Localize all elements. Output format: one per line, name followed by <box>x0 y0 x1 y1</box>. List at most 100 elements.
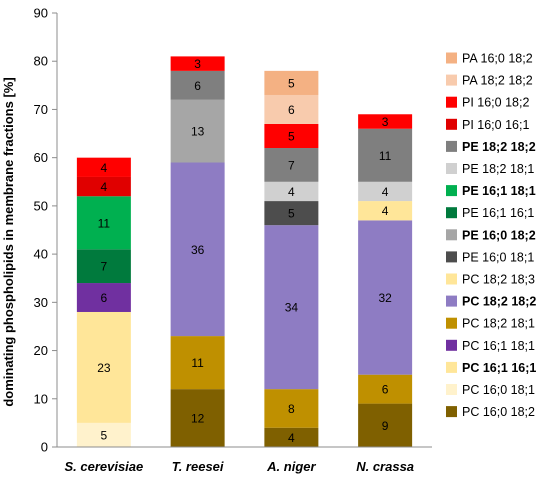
segment-value-label: 6 <box>101 291 108 305</box>
x-axis: S. cerevisiae T. reesei A. niger N. crassa <box>57 446 432 474</box>
bar-segment <box>358 374 413 404</box>
bar-segment <box>76 311 131 423</box>
legend-swatch <box>446 251 457 263</box>
segment-value-label: 4 <box>382 185 389 199</box>
bar-segment <box>76 422 131 447</box>
bar-segment <box>264 70 319 95</box>
legend-swatch <box>446 118 457 130</box>
legend-entry-label: PE 16;0 18;2 <box>462 228 536 242</box>
legend-swatch <box>446 361 457 373</box>
x-category-label: N. crassa <box>356 459 414 474</box>
y-axis-label: dominating phospholipids in membrane fra… <box>1 77 16 406</box>
y-tick-label: 80 <box>34 54 48 69</box>
legend-entry-label: PE 16;1 18;1 <box>462 184 536 198</box>
legend-entry-label: PI 16;0 16;1 <box>462 118 529 132</box>
x-category-label: S. cerevisiae <box>64 459 143 474</box>
y-tick-label: 20 <box>34 343 48 358</box>
segment-value-label: 7 <box>288 158 295 172</box>
bar-segment <box>264 427 319 447</box>
y-tick-label: 70 <box>34 102 48 117</box>
segment-value-label: 6 <box>382 383 389 397</box>
legend-swatch <box>446 339 457 351</box>
bar-segment <box>170 162 225 337</box>
bar-segment <box>358 403 413 447</box>
legend-entry-label: PC 18;2 18;3 <box>462 273 535 287</box>
legend-swatch <box>446 273 457 285</box>
legend-entry-label: PE 18;2 18;1 <box>462 162 534 176</box>
legend-swatch <box>446 74 457 86</box>
bar-segment <box>170 70 225 100</box>
legend-swatch <box>446 52 457 64</box>
legend-entry-label: PE 16;1 16;1 <box>462 206 534 220</box>
bar-segment <box>358 181 413 202</box>
bar-segment <box>264 389 319 428</box>
y-tick-label: 30 <box>34 295 48 310</box>
segment-value-label: 3 <box>382 115 389 129</box>
y-tick-label: 90 <box>34 6 48 21</box>
segment-value-label: 9 <box>382 419 389 433</box>
segment-value-label: 5 <box>101 428 108 442</box>
legend-entry-label: PE 18;2 18;2 <box>462 140 536 154</box>
bar-segment <box>264 201 319 226</box>
x-category-label: T. reesei <box>172 459 224 474</box>
segment-value-label: 11 <box>98 216 111 230</box>
bar-segment <box>264 94 319 124</box>
segment-value-label: 11 <box>379 149 392 163</box>
segment-value-label: 7 <box>101 260 108 274</box>
legend-entry-label: PC 16;1 16;1 <box>462 361 536 375</box>
bar-segment <box>170 336 225 390</box>
legend-swatch <box>446 317 457 329</box>
segment-value-label: 5 <box>288 129 295 143</box>
segment-value-label: 32 <box>378 291 392 305</box>
bar-segment <box>264 225 319 390</box>
bar-segment <box>76 176 131 197</box>
bar-segment <box>264 123 319 149</box>
y-tick-label: 40 <box>34 247 48 262</box>
legend-entry-label: PA 18;2 18;2 <box>462 74 533 88</box>
bar-segment <box>264 181 319 202</box>
legend-entry-label: PC 18;2 18;2 <box>462 295 536 309</box>
bar-segment <box>264 148 319 182</box>
bar-segment <box>358 220 413 375</box>
legend-entry-label: PC 16;1 18;1 <box>462 339 535 353</box>
x-category-label: A. niger <box>266 459 316 474</box>
legend-swatch <box>446 384 457 395</box>
legend-swatch <box>446 96 457 108</box>
y-tick-label: 10 <box>34 391 48 406</box>
segment-value-label: 4 <box>382 204 389 218</box>
legend-entry-label: PI 16;0 18;2 <box>462 96 529 110</box>
segment-value-label: 5 <box>288 207 295 221</box>
legend-entry-label: PC 16;0 18;2 <box>462 405 535 419</box>
y-tick-label: 0 <box>41 440 48 455</box>
segment-value-label: 6 <box>194 79 201 93</box>
legend-swatch <box>446 207 457 219</box>
segment-value-label: 4 <box>101 161 108 175</box>
segment-value-label: 13 <box>191 125 205 139</box>
segment-value-label: 4 <box>288 185 295 199</box>
bar-segment <box>358 201 413 221</box>
y-tick-label: 50 <box>34 198 48 213</box>
bar-segment <box>170 56 225 71</box>
legend-swatch <box>446 295 457 307</box>
bar-segment <box>76 283 131 312</box>
legend-swatch <box>446 140 457 152</box>
legend-swatch <box>446 229 457 241</box>
segment-value-label: 8 <box>288 402 295 416</box>
legend-swatch <box>446 163 457 174</box>
bar-segment <box>170 99 225 163</box>
legend-entry-label: PA 16;0 18;2 <box>462 52 533 66</box>
y-axis: 0 10 20 30 40 50 60 70 80 90 <box>34 6 58 455</box>
segment-value-label: 12 <box>191 412 205 426</box>
bar-segment <box>358 114 413 129</box>
legend-swatch <box>446 185 457 197</box>
segment-value-label: 36 <box>191 243 205 257</box>
segment-value-label: 34 <box>285 301 299 315</box>
y-tick-label: 60 <box>34 150 48 165</box>
legend: PA 16;0 18;2 PA 18;2 18;2 PI 16;0 18;2 PI 1… <box>446 52 536 419</box>
bar-segment <box>76 157 131 177</box>
segment-value-label: 4 <box>101 180 108 194</box>
segment-value-label: 5 <box>288 76 295 90</box>
segment-value-label: 6 <box>288 103 295 117</box>
